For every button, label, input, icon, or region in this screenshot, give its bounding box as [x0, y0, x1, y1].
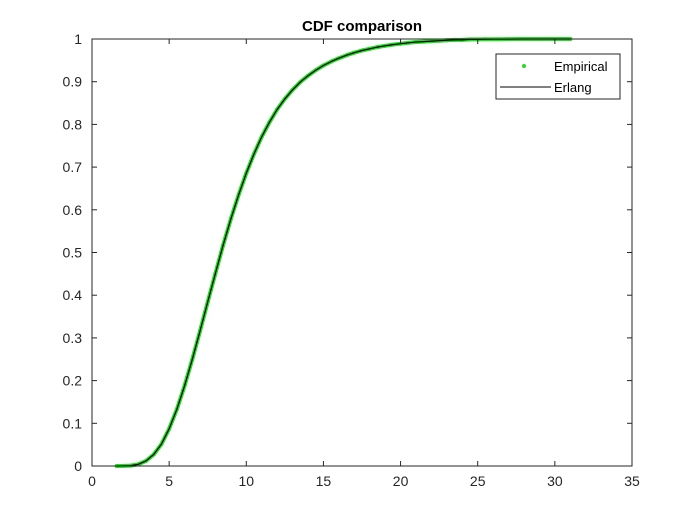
- x-tick-label: 10: [238, 473, 254, 489]
- y-tick-label: 0.7: [63, 159, 83, 175]
- x-tick-label: 35: [624, 473, 640, 489]
- x-tick-label: 25: [470, 473, 486, 489]
- y-tick-label: 0.8: [63, 116, 83, 132]
- legend: Empirical Erlang: [495, 53, 621, 100]
- y-tick-label: 0.4: [63, 287, 83, 303]
- legend-label-empirical: Empirical: [554, 59, 608, 74]
- series-layer: [114, 37, 573, 468]
- x-tick-label: 15: [316, 473, 332, 489]
- x-tick-label: 5: [165, 473, 173, 489]
- legend-box: [495, 53, 621, 100]
- legend-marker-empirical: [522, 64, 526, 68]
- plot-area: [92, 39, 632, 466]
- ticks-layer: 0 5 10 15 20 25 30 35 0 0.1 0.2 0.3 0.4 0.5 0.6 0.7 0.8 0…: [63, 31, 640, 489]
- x-tick-label: 0: [88, 473, 96, 489]
- y-tick-label: 0: [74, 458, 82, 474]
- legend-label-erlang: Erlang: [554, 80, 592, 95]
- erlang-series-line: [116, 38, 571, 467]
- x-tick-label: 30: [547, 473, 563, 489]
- y-tick-label: 0.5: [63, 245, 83, 261]
- y-tick-label: 1: [74, 31, 82, 47]
- y-tick-label: 0.9: [63, 74, 83, 90]
- y-tick-label: 0.2: [63, 373, 83, 389]
- y-tick-label: 0.3: [63, 330, 83, 346]
- x-tick-label: 20: [393, 473, 409, 489]
- y-tick-label: 0.1: [63, 415, 83, 431]
- y-tick-label: 0.6: [63, 202, 83, 218]
- chart-title: CDF comparison: [302, 18, 422, 35]
